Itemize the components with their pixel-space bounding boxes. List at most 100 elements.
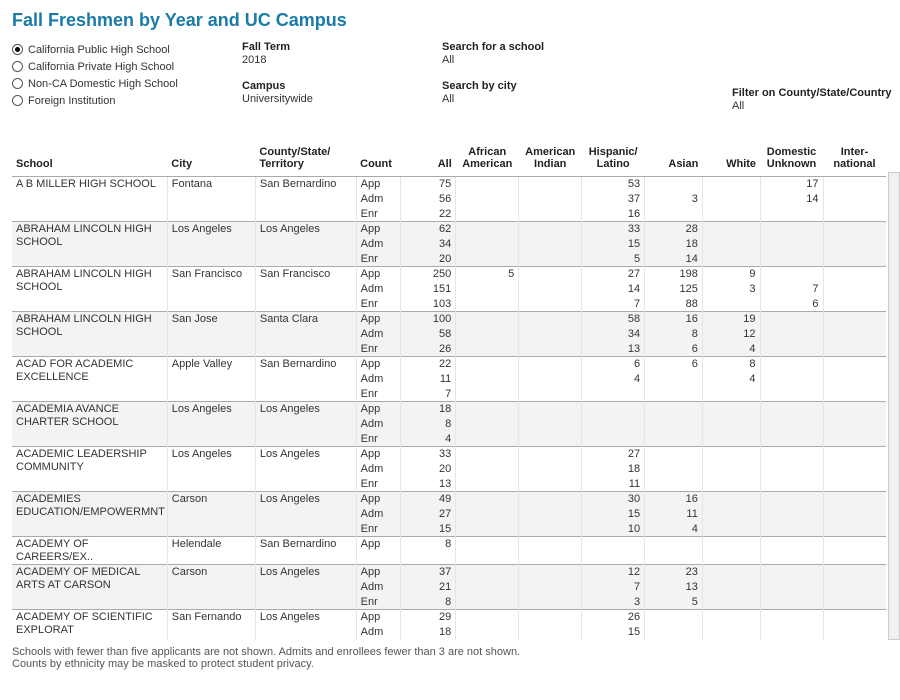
- cell-afam: [456, 580, 519, 595]
- cell-count: Enr: [356, 207, 400, 222]
- cell-afam: [456, 610, 519, 625]
- filter-campus-value[interactable]: Universitywide: [242, 93, 422, 105]
- cell-city: Helendale: [167, 537, 255, 565]
- cell-count: Enr: [356, 522, 400, 537]
- th-asian[interactable]: Asian: [645, 142, 703, 177]
- cell-count: Enr: [356, 297, 400, 312]
- cell-amind: [519, 477, 582, 492]
- th-afam[interactable]: African American: [456, 142, 519, 177]
- cell-white: [702, 237, 760, 252]
- cell-afam: [456, 387, 519, 402]
- cell-count: App: [356, 447, 400, 462]
- filter-fall-term-value[interactable]: 2018: [242, 54, 422, 66]
- filter-search-city-value[interactable]: All: [442, 93, 712, 105]
- th-cst[interactable]: County/State/ Territory: [255, 142, 356, 177]
- cell-city: San Fernando: [167, 610, 255, 640]
- filter-fall-term-label: Fall Term: [242, 41, 422, 53]
- th-intl[interactable]: Inter- national: [823, 142, 886, 177]
- cell-hisp: 26: [582, 610, 645, 625]
- cell-cst: Los Angeles: [255, 610, 356, 640]
- cell-asian: 198: [645, 267, 703, 282]
- cell-intl: [823, 447, 886, 462]
- radio-option[interactable]: Foreign Institution: [12, 92, 222, 109]
- cell-intl: [823, 492, 886, 507]
- cell-amind: [519, 312, 582, 327]
- radio-option[interactable]: California Public High School: [12, 41, 222, 58]
- cell-afam: [456, 492, 519, 507]
- cell-domunk: 6: [760, 297, 823, 312]
- cell-all: 27: [400, 507, 456, 522]
- cell-intl: [823, 522, 886, 537]
- cell-intl: [823, 565, 886, 580]
- cell-domunk: [760, 537, 823, 565]
- cell-asian: [645, 537, 703, 565]
- cell-domunk: [760, 610, 823, 625]
- cell-amind: [519, 192, 582, 207]
- th-domunk[interactable]: Domestic Unknown: [760, 142, 823, 177]
- cell-all: 100: [400, 312, 456, 327]
- table-row: ACADEMY OF MEDICAL ARTS AT CARSONCarsonL…: [12, 565, 886, 580]
- cell-asian: [645, 462, 703, 477]
- cell-hisp: [582, 417, 645, 432]
- cell-hisp: 15: [582, 237, 645, 252]
- th-school[interactable]: School: [12, 142, 167, 177]
- cell-intl: [823, 432, 886, 447]
- cell-all: 20: [400, 462, 456, 477]
- th-all[interactable]: All: [400, 142, 456, 177]
- cell-afam: [456, 625, 519, 640]
- filter-search-school-value[interactable]: All: [442, 54, 712, 66]
- cell-school: ACADEMIES EDUCATION/EMPOWERMNT: [12, 492, 167, 537]
- cell-count: App: [356, 402, 400, 417]
- cell-count: App: [356, 565, 400, 580]
- data-table: School City County/State/ Territory Coun…: [12, 142, 886, 640]
- cell-asian: 14: [645, 252, 703, 267]
- cell-amind: [519, 387, 582, 402]
- cell-white: [702, 402, 760, 417]
- cell-asian: [645, 177, 703, 192]
- cell-afam: [456, 357, 519, 372]
- filter-csc-value[interactable]: All: [732, 100, 892, 112]
- th-count[interactable]: Count: [356, 142, 400, 177]
- cell-intl: [823, 297, 886, 312]
- cell-hisp: 7: [582, 297, 645, 312]
- th-amind[interactable]: American Indian: [519, 142, 582, 177]
- cell-domunk: 17: [760, 177, 823, 192]
- radio-option[interactable]: Non-CA Domestic High School: [12, 75, 222, 92]
- cell-amind: [519, 417, 582, 432]
- cell-intl: [823, 312, 886, 327]
- cell-school: ACADEMIC LEADERSHIP COMMUNITY: [12, 447, 167, 492]
- cell-count: App: [356, 222, 400, 237]
- cell-amind: [519, 565, 582, 580]
- cell-intl: [823, 342, 886, 357]
- cell-hisp: 18: [582, 462, 645, 477]
- cell-city: Apple Valley: [167, 357, 255, 402]
- cell-hisp: 11: [582, 477, 645, 492]
- cell-white: [702, 387, 760, 402]
- th-city[interactable]: City: [167, 142, 255, 177]
- vertical-scrollbar[interactable]: [888, 172, 900, 640]
- cell-hisp: 15: [582, 625, 645, 640]
- th-hisp[interactable]: Hispanic/ Latino: [582, 142, 645, 177]
- cell-white: [702, 537, 760, 565]
- th-white[interactable]: White: [702, 142, 760, 177]
- cell-intl: [823, 372, 886, 387]
- radio-option[interactable]: California Private High School: [12, 58, 222, 75]
- cell-amind: [519, 237, 582, 252]
- cell-cst: San Bernardino: [255, 357, 356, 402]
- table-row: ACADEMY OF CAREERS/EX..HelendaleSan Bern…: [12, 537, 886, 565]
- cell-amind: [519, 432, 582, 447]
- cell-afam: [456, 327, 519, 342]
- cell-domunk: [760, 580, 823, 595]
- cell-all: 20: [400, 252, 456, 267]
- cell-afam: [456, 237, 519, 252]
- cell-count: Adm: [356, 580, 400, 595]
- cell-count: Enr: [356, 252, 400, 267]
- radio-icon: [12, 95, 23, 106]
- cell-afam: [456, 522, 519, 537]
- cell-asian: [645, 610, 703, 625]
- cell-afam: [456, 432, 519, 447]
- cell-count: Enr: [356, 342, 400, 357]
- table-row: A B MILLER HIGH SCHOOLFontanaSan Bernard…: [12, 177, 886, 192]
- cell-school: ACADEMY OF SCIENTIFIC EXPLORAT: [12, 610, 167, 640]
- cell-white: [702, 477, 760, 492]
